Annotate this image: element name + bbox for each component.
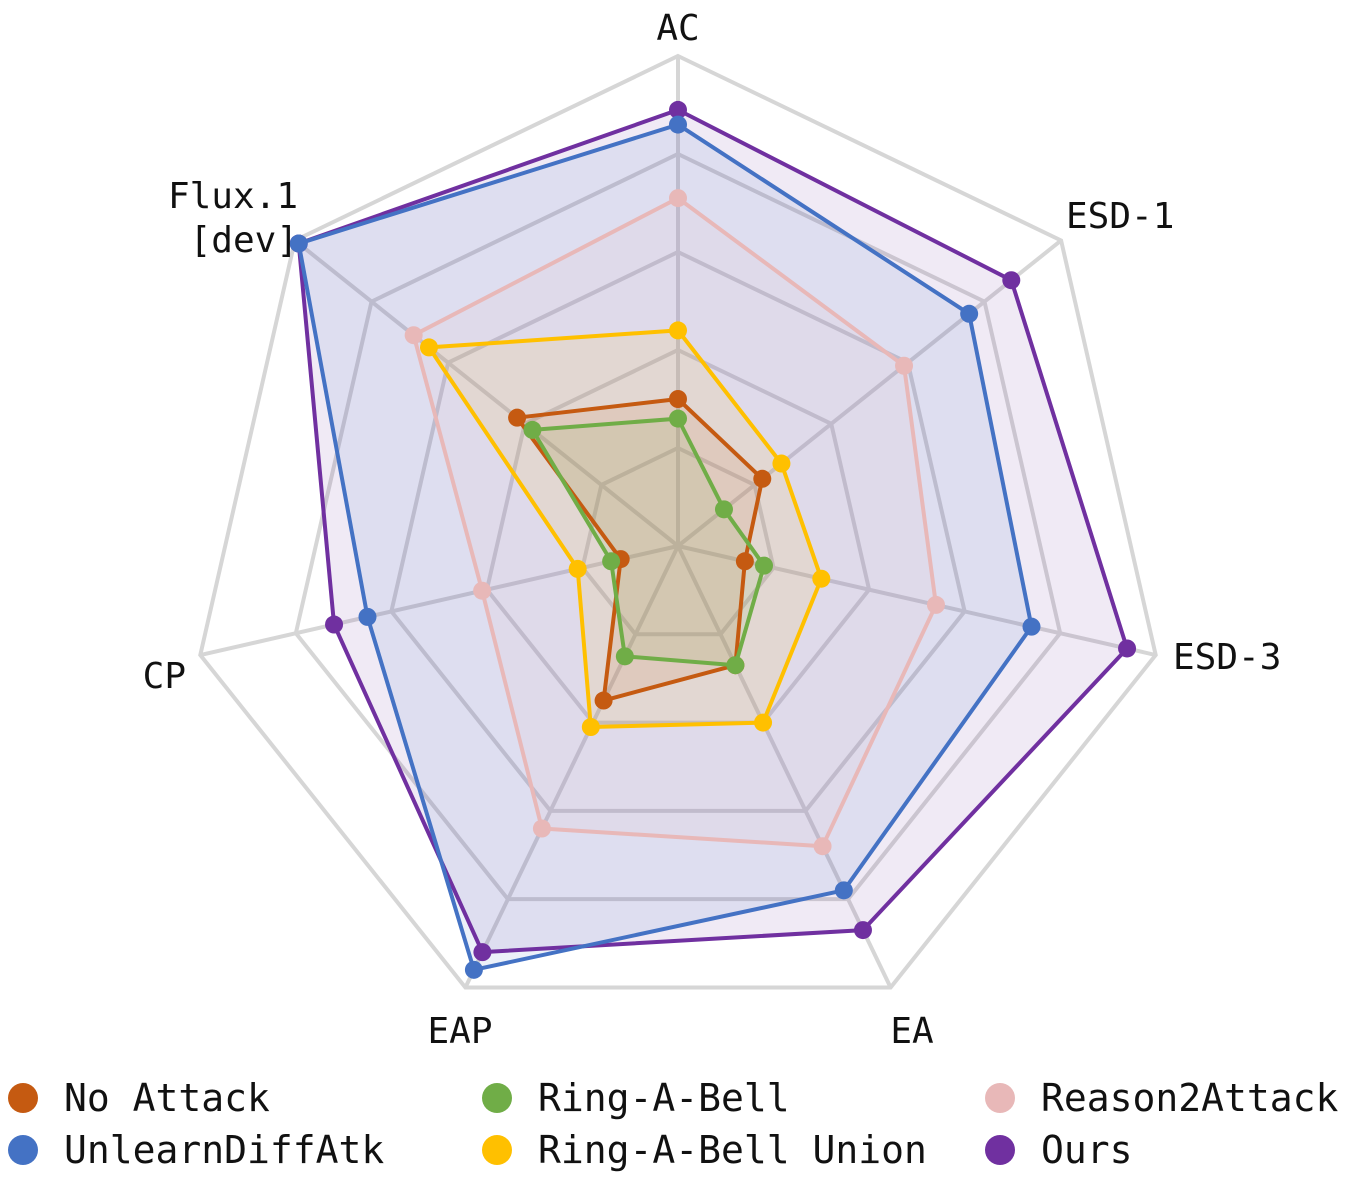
- series-area-no-attack: [517, 399, 763, 701]
- series-line-ring-a-bell: [530, 416, 766, 668]
- grid-spoke: [676, 238, 1063, 548]
- data-point-ring-a-bell-union[interactable]: [568, 559, 587, 578]
- radar-grid: [198, 53, 1158, 990]
- legend-item-unlearndiffatk[interactable]: UnlearnDiffAtk: [8, 1128, 384, 1172]
- series-area-ours: [298, 109, 1128, 953]
- radar-chart: AC ESD-1 ESD-3 EA EAP CP Flux.1[dev]: [143, 8, 1282, 1052]
- data-point-ring-a-bell[interactable]: [615, 647, 634, 666]
- data-point-ours[interactable]: [1002, 271, 1021, 290]
- axis-label: EA: [890, 1011, 934, 1052]
- data-point-ring-a-bell-union[interactable]: [669, 321, 687, 340]
- data-point-ours[interactable]: [1118, 639, 1137, 658]
- data-point-ring-a-bell-union[interactable]: [419, 338, 438, 357]
- data-point-reason2attack[interactable]: [473, 581, 492, 600]
- legend-marker: [985, 1083, 1015, 1113]
- legend-label: Reason2Attack: [1041, 1076, 1339, 1120]
- legend-item-ours[interactable]: Ours: [985, 1128, 1133, 1172]
- data-point-reason2attack[interactable]: [669, 189, 687, 208]
- data-point-ring-a-bell-union[interactable]: [772, 454, 791, 473]
- axis-label: Flux.1: [168, 176, 298, 217]
- legend-item-ring-a-bell[interactable]: Ring-A-Bell: [482, 1076, 790, 1120]
- grid-spoke: [199, 544, 679, 657]
- data-point-no-attack[interactable]: [669, 390, 687, 408]
- grid-spoke: [293, 238, 680, 548]
- data-point-ring-a-bell[interactable]: [714, 500, 733, 519]
- data-point-ring-a-bell[interactable]: [602, 552, 621, 571]
- legend-item-no-attack[interactable]: No Attack: [8, 1076, 270, 1120]
- data-point-ring-a-bell[interactable]: [754, 556, 773, 575]
- grid-ring: [389, 249, 967, 813]
- legend-item-reason2attack[interactable]: Reason2Attack: [985, 1076, 1338, 1120]
- grid-spoke: [676, 545, 893, 989]
- data-point-ours[interactable]: [473, 943, 492, 962]
- data-point-unlearndiffatk[interactable]: [289, 234, 308, 253]
- axis-label: ESD-1: [1066, 196, 1174, 237]
- grid-spoke: [463, 545, 680, 989]
- axis-label: AC: [656, 8, 699, 49]
- data-point-reason2attack[interactable]: [895, 356, 914, 375]
- data-point-unlearndiffatk[interactable]: [1022, 617, 1041, 636]
- legend-item-ring-a-bell-union[interactable]: Ring-A-Bell Union: [482, 1128, 927, 1172]
- series-line-ours: [296, 107, 1130, 955]
- legend-label: Ring-A-Bell: [538, 1076, 790, 1120]
- series-area-ring-a-bell: [532, 418, 764, 666]
- data-point-unlearndiffatk[interactable]: [834, 881, 853, 900]
- legend-marker: [8, 1135, 38, 1165]
- series-layer: [289, 100, 1137, 979]
- data-point-ring-a-bell-union[interactable]: [812, 569, 831, 588]
- grid-ring: [198, 53, 1158, 990]
- legend-label: UnlearnDiffAtk: [64, 1128, 385, 1172]
- data-point-no-attack[interactable]: [508, 408, 527, 427]
- legend-label: Ring-A-Bell Union: [538, 1128, 927, 1172]
- legend: No Attack UnlearnDiffAtk Ring-A-Bell Rin…: [0, 1068, 1361, 1178]
- legend-label: No Attack: [64, 1076, 270, 1120]
- series-line-ring-a-bell-union: [426, 328, 824, 730]
- data-point-unlearndiffatk[interactable]: [464, 960, 483, 979]
- data-point-reason2attack[interactable]: [926, 595, 945, 614]
- series-line-no-attack: [515, 397, 765, 703]
- legend-label: Ours: [1041, 1128, 1133, 1172]
- legend-marker: [482, 1135, 512, 1165]
- data-point-no-attack[interactable]: [735, 552, 754, 571]
- series-line-unlearndiffatk: [296, 122, 1034, 972]
- data-point-unlearndiffatk[interactable]: [960, 304, 979, 323]
- data-point-no-attack[interactable]: [753, 469, 772, 488]
- data-point-reason2attack[interactable]: [813, 837, 832, 856]
- data-point-reason2attack[interactable]: [404, 326, 423, 345]
- series-area-unlearndiffatk: [298, 124, 1032, 970]
- axis-label: EAP: [427, 1011, 492, 1052]
- data-point-unlearndiffatk[interactable]: [358, 607, 377, 626]
- data-point-ours[interactable]: [325, 615, 344, 634]
- axis-labels: AC ESD-1 ESD-3 EA EAP CP Flux.1[dev]: [143, 8, 1282, 1052]
- data-point-ours[interactable]: [853, 921, 872, 940]
- data-point-ring-a-bell[interactable]: [669, 409, 687, 428]
- data-point-reason2attack[interactable]: [532, 819, 551, 838]
- legend-marker: [8, 1083, 38, 1113]
- data-point-unlearndiffatk[interactable]: [669, 115, 687, 134]
- data-point-ring-a-bell-union[interactable]: [581, 718, 600, 737]
- grid-ring: [293, 151, 1063, 902]
- data-point-ours[interactable]: [669, 100, 687, 119]
- legend-marker: [985, 1135, 1015, 1165]
- axis-label: CP: [143, 656, 186, 697]
- data-point-no-attack[interactable]: [594, 691, 613, 710]
- series-line-reason2attack: [411, 196, 938, 849]
- grid-ring: [484, 347, 872, 725]
- data-point-ring-a-bell[interactable]: [726, 656, 745, 675]
- axis-label: ESD-3: [1173, 637, 1281, 678]
- data-point-ring-a-bell-union[interactable]: [754, 713, 773, 732]
- legend-marker: [482, 1083, 512, 1113]
- axis-label: [dev]: [190, 220, 298, 261]
- series-area-reason2attack: [413, 198, 936, 847]
- data-point-ring-a-bell[interactable]: [523, 420, 542, 439]
